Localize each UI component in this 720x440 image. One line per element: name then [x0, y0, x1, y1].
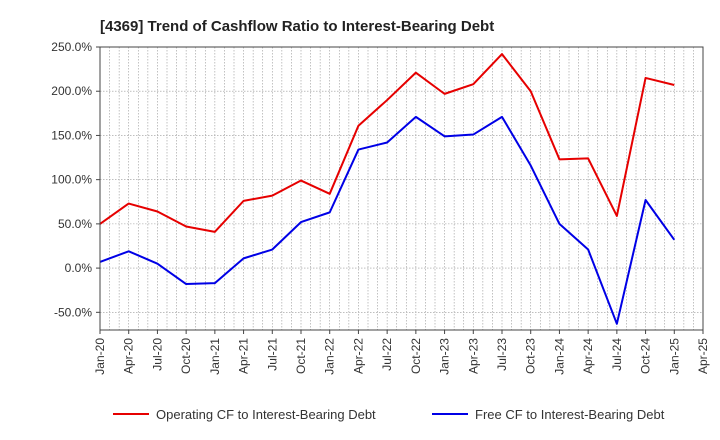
- x-tick-label: Oct-24: [639, 338, 653, 374]
- y-tick-label: 0.0%: [65, 261, 93, 275]
- legend-label-2: Free CF to Interest-Bearing Debt: [475, 407, 665, 422]
- x-tick-label: Jan-22: [323, 338, 337, 375]
- legend-label-1: Operating CF to Interest-Bearing Debt: [156, 407, 376, 422]
- x-tick-label: Jan-20: [93, 338, 107, 375]
- x-tick-label: Jan-24: [552, 338, 566, 375]
- x-tick-label: Jul-21: [265, 338, 279, 371]
- x-tick-label: Oct-21: [294, 338, 308, 374]
- series-line-2: [99, 115, 676, 325]
- x-tick-label: Apr-25: [696, 338, 710, 374]
- chart-title: [4369] Trend of Cashflow Ratio to Intere…: [100, 18, 494, 35]
- x-tick-label: Jul-20: [150, 338, 164, 371]
- x-tick-label: Jan-23: [438, 338, 452, 375]
- x-tick-label: Oct-20: [179, 338, 193, 374]
- y-tick-label: 150.0%: [51, 128, 92, 142]
- x-tick-label: Oct-23: [524, 338, 538, 374]
- plot-frame: [99, 46, 704, 331]
- y-tick-label: 50.0%: [58, 217, 92, 231]
- y-tick-label: 200.0%: [51, 84, 92, 98]
- legend: Operating CF to Interest-Bearing Debt Fre…: [113, 407, 665, 422]
- y-tick-label: 100.0%: [51, 173, 92, 187]
- x-tick-label: Apr-20: [122, 338, 136, 374]
- x-tick-label: Jul-23: [495, 338, 509, 371]
- y-axis: 250.0% 200.0% 150.0% 100.0% 50.0% 0.0% -50.0%: [51, 40, 100, 319]
- series-line-1: [99, 53, 675, 233]
- x-tick-label: Apr-21: [237, 338, 251, 374]
- y-tick-label: -50.0%: [54, 305, 92, 319]
- x-tick-label: Jan-25: [667, 338, 681, 375]
- series-layer: [99, 53, 676, 325]
- x-tick-label: Apr-23: [466, 338, 480, 374]
- x-tick-label: Jul-22: [380, 338, 394, 371]
- x-tick-label: Oct-22: [409, 338, 423, 374]
- x-tick-label: Jul-24: [610, 338, 624, 371]
- x-tick-label: Apr-22: [351, 338, 365, 374]
- grid: [99, 46, 704, 330]
- x-tick-label: Apr-24: [581, 338, 595, 374]
- x-tick-label: Jan-21: [208, 338, 222, 375]
- y-tick-label: 250.0%: [51, 40, 92, 54]
- x-axis: Jan-20 Apr-20 Jul-20 Oct-20 Jan-21 Apr-21 Jul-…: [93, 330, 710, 375]
